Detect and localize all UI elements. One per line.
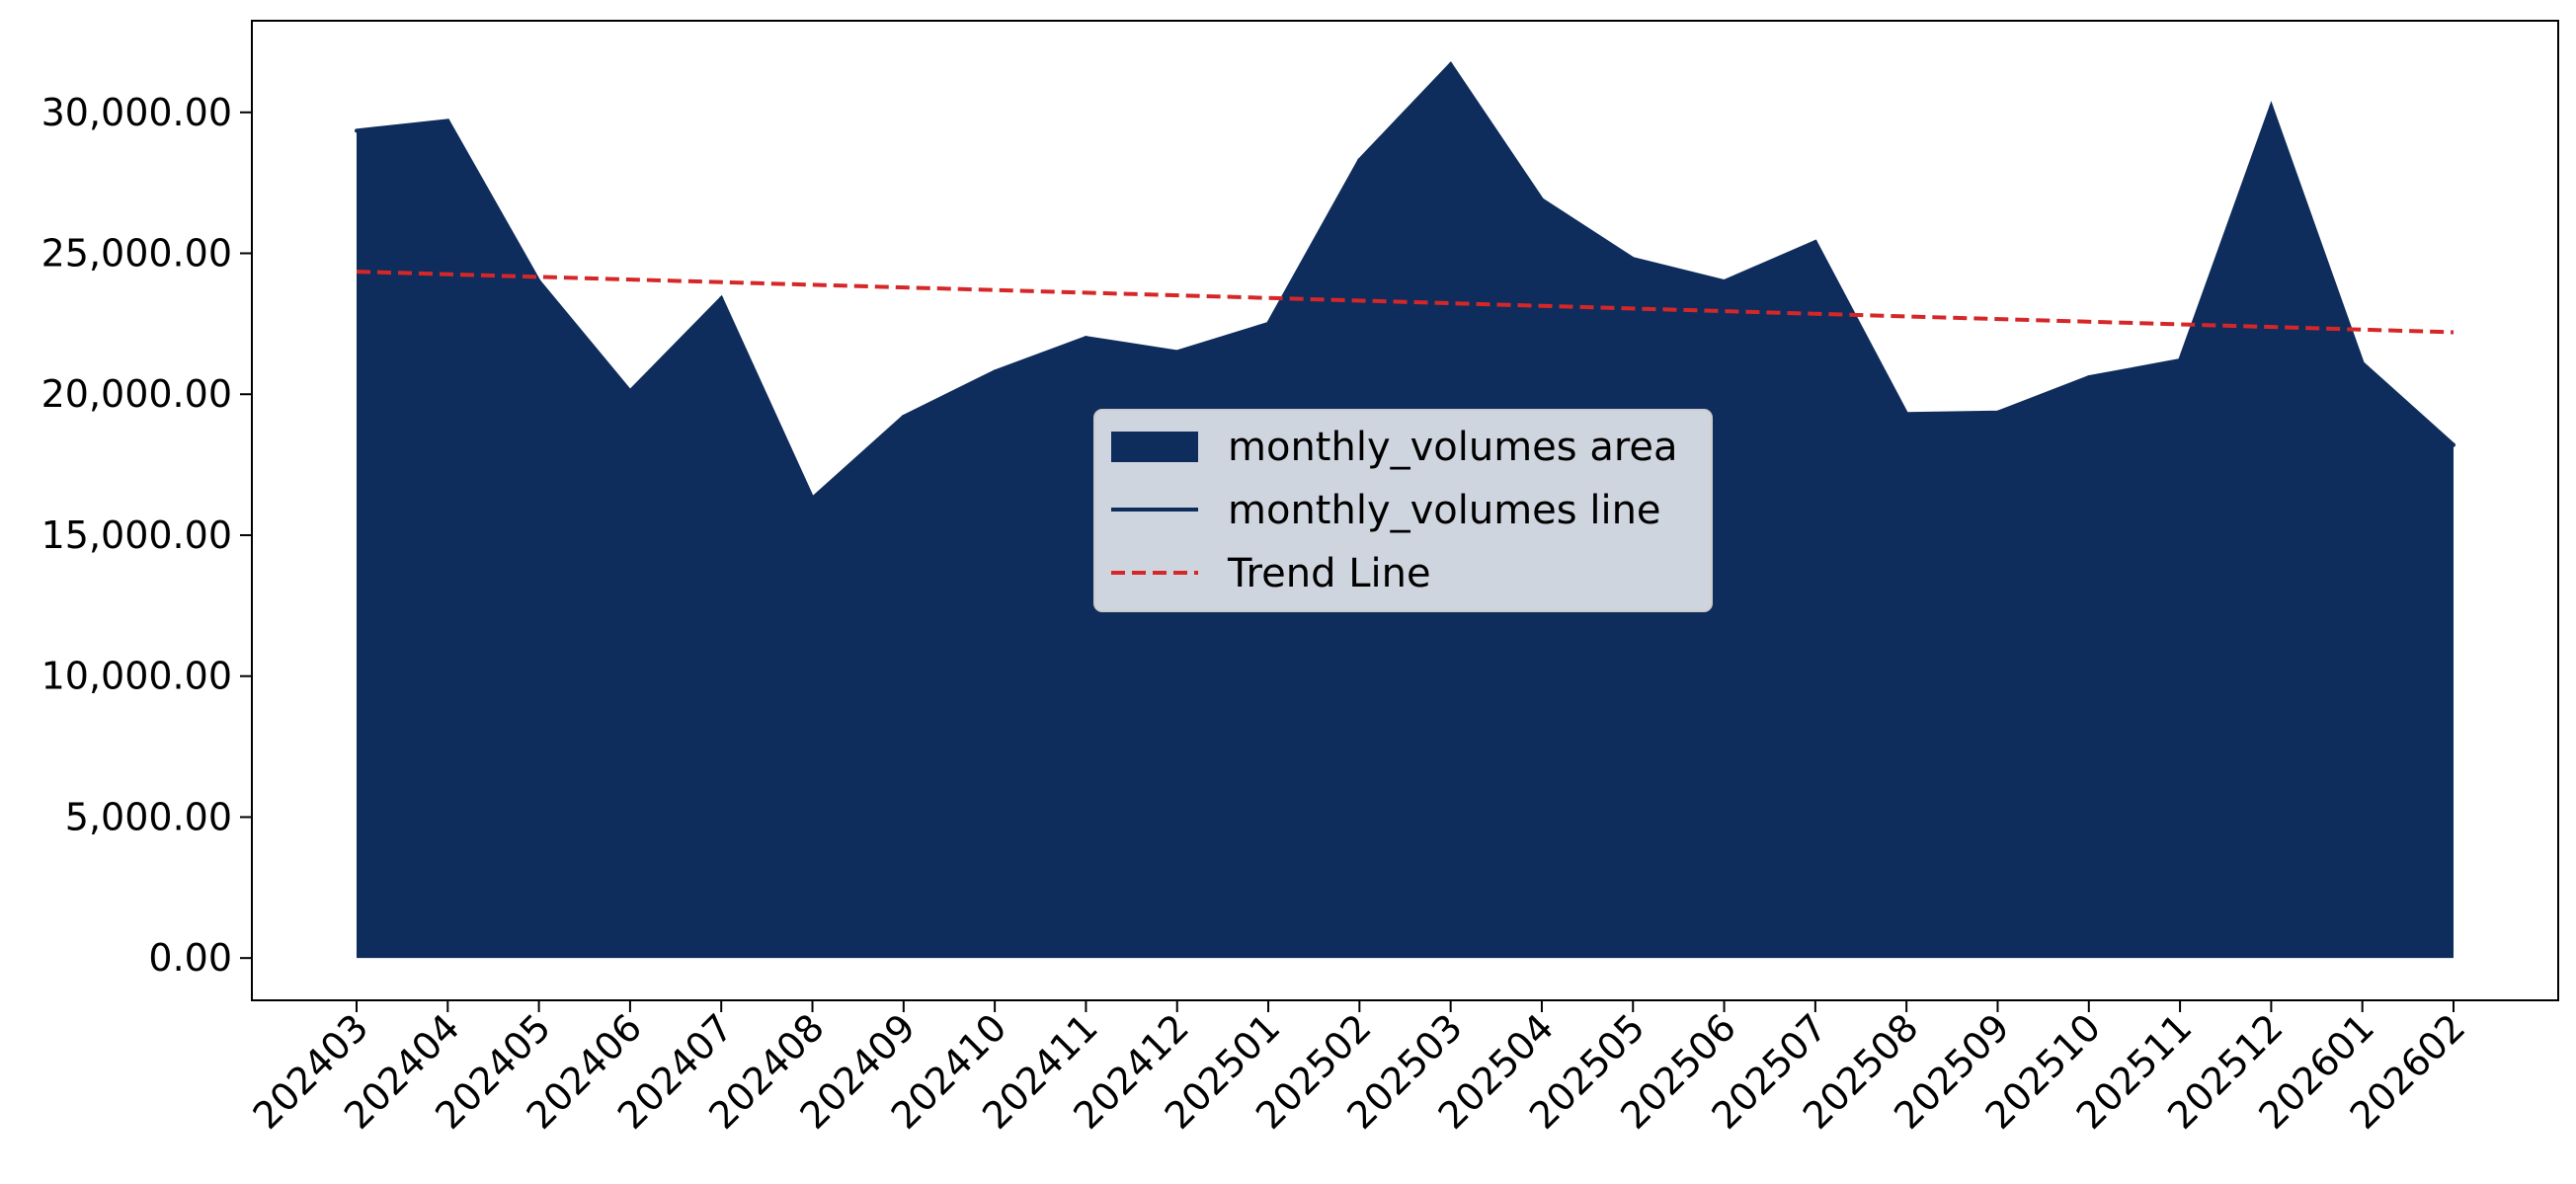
series-line-layer	[355, 61, 2455, 503]
data-point	[1904, 412, 1909, 417]
data-point	[1084, 336, 1088, 341]
data-point	[2269, 105, 2274, 110]
data-point	[901, 415, 906, 420]
data-point	[1174, 350, 1179, 355]
data-point	[627, 389, 632, 394]
data-point	[1812, 240, 1817, 245]
data-point	[719, 296, 724, 301]
data-point	[536, 279, 541, 284]
data-point	[2178, 357, 2183, 362]
data-point	[2452, 442, 2455, 447]
data-point	[1995, 410, 2000, 415]
y-tick-label: 10,000.00	[41, 655, 232, 698]
trend-line	[356, 270, 2455, 335]
legend-label: monthly_volumes area	[1228, 425, 1678, 470]
series-line	[356, 61, 2455, 503]
data-point	[1722, 279, 1727, 284]
y-tick-label: 0.00	[148, 936, 232, 980]
y-tick-label: 15,000.00	[41, 513, 232, 557]
data-point	[355, 128, 359, 133]
trend-line-layer	[356, 270, 2455, 335]
data-point	[1266, 321, 1271, 326]
data-point	[1631, 257, 1636, 262]
legend-box	[1093, 409, 1713, 612]
data-point	[2360, 360, 2365, 365]
x-axis: 2024032024042024052024062024072024082024…	[245, 1000, 2473, 1138]
y-axis: 0.00 5,000.00 10,000.00 15,000.00 20,000.00 2…	[41, 91, 252, 980]
y-tick-label: 25,000.00	[41, 232, 232, 276]
legend-label: monthly_volumes line	[1228, 488, 1661, 533]
data-point	[445, 118, 450, 123]
y-tick-label: 30,000.00	[41, 91, 232, 134]
plot-frame	[251, 20, 2559, 1001]
legend-swatch-area	[1111, 432, 1198, 462]
data-point	[993, 369, 998, 374]
y-tick-label: 20,000.00	[41, 372, 232, 416]
data-point	[1448, 62, 1453, 67]
legend-label: Trend Line	[1227, 551, 1431, 596]
data-point	[2086, 375, 2091, 380]
legend: monthly_volumes area monthly_volumes line…	[1093, 409, 1713, 612]
data-point	[810, 496, 815, 501]
y-tick-label: 5,000.00	[65, 795, 232, 838]
data-point	[1357, 158, 1362, 163]
data-point	[1539, 197, 1544, 202]
